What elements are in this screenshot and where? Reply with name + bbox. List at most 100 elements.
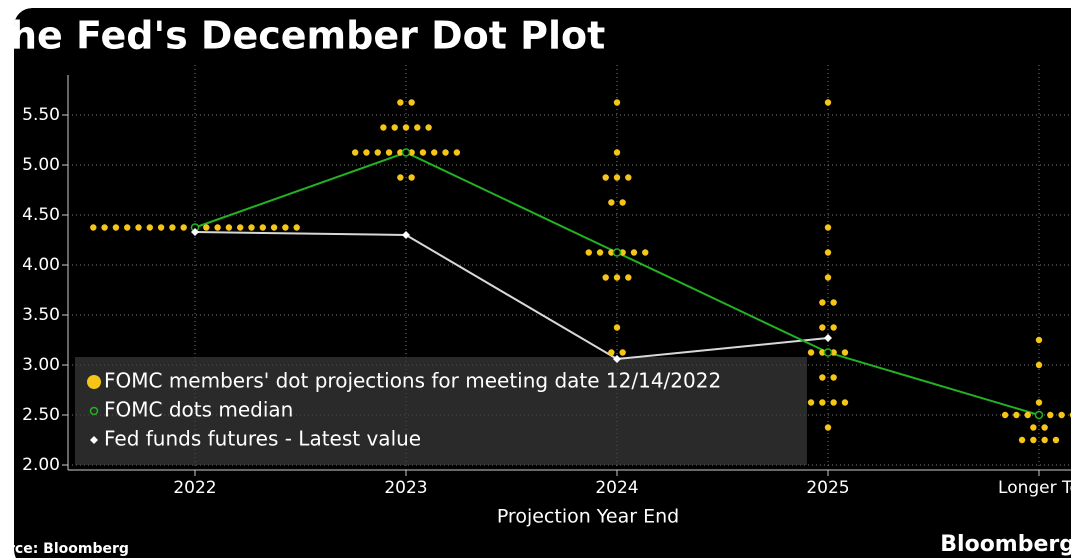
dot (180, 224, 187, 231)
dot (613, 99, 621, 106)
dot (824, 224, 832, 231)
dot (408, 149, 415, 156)
dot (397, 99, 404, 106)
dot (270, 224, 278, 231)
dot (293, 224, 300, 231)
dot (157, 224, 165, 231)
dot (1041, 436, 1048, 444)
x-tick-label: 2024 (595, 478, 638, 498)
source: rce: Bloomberg (8, 541, 129, 557)
dot (214, 224, 221, 231)
dot (819, 324, 826, 331)
median-marker (612, 248, 622, 257)
dot (830, 374, 837, 381)
dot (642, 249, 649, 256)
chart-title: he Fed's December Dot Plot (10, 14, 605, 58)
dot (146, 224, 153, 231)
dot (225, 224, 233, 231)
dot (374, 149, 381, 156)
x-tick-label: 2025 (806, 478, 849, 498)
dot (124, 224, 131, 231)
dot (619, 199, 626, 206)
dot (408, 99, 415, 106)
dot (585, 249, 592, 256)
y-tick-label: 3.50 (22, 305, 60, 325)
dot (380, 124, 387, 131)
dot (625, 174, 632, 181)
y-tick-label: 2.00 (22, 455, 60, 475)
dot (363, 149, 370, 156)
dot (619, 249, 626, 256)
dot (1035, 336, 1043, 344)
dot (608, 249, 615, 256)
y-tick-label: 4.50 (22, 205, 60, 225)
median-marker (1034, 410, 1044, 420)
dot (608, 199, 615, 206)
futures-marker (402, 231, 410, 239)
dot (613, 324, 621, 331)
dot (101, 224, 108, 231)
dot (824, 274, 832, 281)
legend-marker (90, 436, 98, 444)
dot (453, 149, 461, 156)
dot (819, 349, 826, 356)
dot (90, 224, 97, 231)
dot (1052, 436, 1060, 444)
background (14, 8, 1071, 558)
dot (630, 249, 638, 256)
legend-label: FOMC members' dot projections for meetin… (104, 369, 721, 393)
dot (625, 274, 632, 281)
dot (419, 149, 427, 156)
dot (1041, 424, 1048, 431)
dot (1047, 411, 1054, 419)
legend-label: Fed funds futures - Latest value (104, 427, 421, 451)
dot (602, 174, 609, 181)
x-axis-label: Projection Year End (497, 506, 679, 528)
x-tick-label: Longer Te (998, 478, 1071, 498)
dot (824, 99, 832, 106)
dot (819, 374, 826, 381)
dot (414, 124, 421, 131)
dot (841, 399, 849, 406)
x-tick-label: 2022 (173, 478, 216, 498)
brand: Bloomberg (940, 532, 1071, 557)
dot (112, 224, 120, 231)
dot (1030, 424, 1037, 431)
dot (807, 349, 815, 356)
dot (807, 399, 815, 406)
dot (1030, 436, 1037, 444)
dot (1058, 411, 1065, 419)
dot (203, 224, 210, 231)
dot (1024, 411, 1031, 419)
legend-marker (89, 406, 99, 416)
y-tick-label: 5.50 (22, 105, 60, 125)
dot (1035, 361, 1043, 369)
dot (819, 299, 826, 306)
dot (442, 149, 449, 156)
dot (431, 149, 438, 156)
dot (596, 249, 604, 256)
plot-area: he Fed's December Dot Plot Projection Ye… (8, 8, 1071, 558)
y-tick-label: 3.00 (22, 355, 60, 375)
dot (824, 424, 832, 431)
median-marker (401, 148, 411, 157)
dot (613, 274, 621, 281)
dot (824, 249, 832, 256)
dot (391, 124, 398, 131)
dot (425, 124, 432, 131)
dot (397, 149, 404, 156)
legend-box (75, 357, 807, 465)
dot (613, 174, 621, 181)
dot (402, 124, 410, 131)
dot (282, 224, 289, 231)
dot (1018, 436, 1026, 444)
dot (408, 174, 415, 181)
median-marker (823, 348, 833, 357)
dot (351, 149, 359, 156)
dot (135, 224, 142, 231)
dot (385, 149, 393, 156)
legend-marker (87, 375, 101, 389)
dot (841, 349, 849, 356)
dot (602, 274, 609, 281)
